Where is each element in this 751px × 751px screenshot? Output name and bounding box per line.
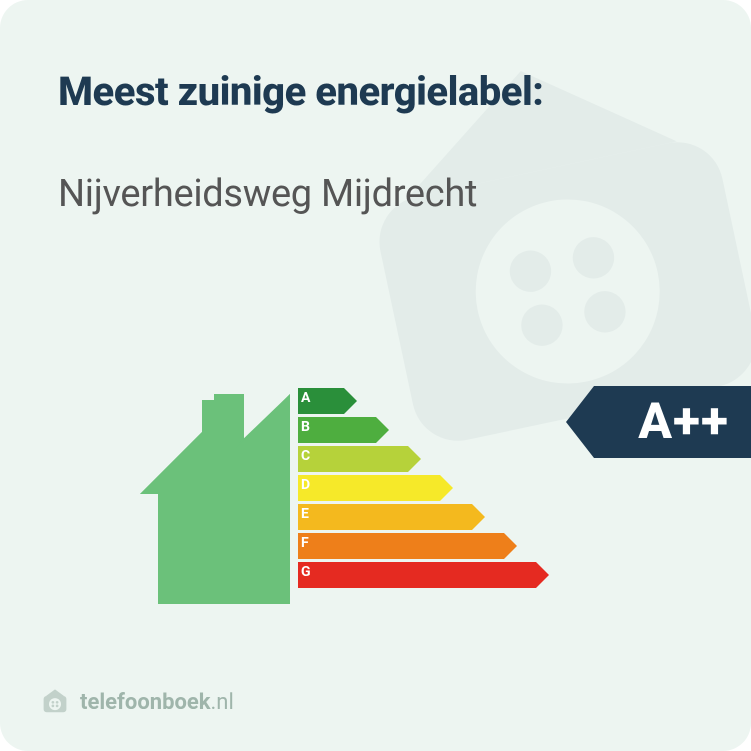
bar-letter: E — [301, 506, 309, 522]
bar-shape — [298, 475, 440, 501]
energy-bar-d: D — [298, 475, 536, 504]
footer-brand-name: telefoonboek — [80, 690, 211, 715]
energy-bar-a: A — [298, 388, 536, 417]
footer-brand: telefoonboek.nl — [80, 690, 234, 715]
footer-brand-tld: .nl — [211, 690, 234, 715]
energy-bar-b: B — [298, 417, 536, 446]
bar-letter: G — [301, 564, 311, 580]
energy-card: Meest zuinige energielabel: Nijverheidsw… — [0, 0, 751, 751]
bar-letter: D — [301, 477, 310, 493]
house-icon — [140, 394, 290, 604]
bar-shape — [298, 562, 536, 588]
card-title: Meest zuinige energielabel: — [58, 68, 543, 115]
bar-shape — [298, 446, 408, 472]
energy-bar-e: E — [298, 504, 536, 533]
energy-bar-f: F — [298, 533, 536, 562]
energy-bars: ABCDEFG — [298, 388, 536, 591]
footer-logo-icon — [40, 687, 70, 717]
bar-letter: B — [301, 419, 310, 435]
footer: telefoonboek.nl — [40, 687, 234, 717]
bar-letter: A — [301, 390, 310, 406]
bar-shape — [298, 504, 472, 530]
energy-label-chart: ABCDEFG — [140, 370, 620, 630]
energy-bar-g: G — [298, 562, 536, 591]
bar-letter: C — [301, 448, 310, 464]
rating-badge: A++ — [594, 386, 751, 458]
card-subtitle: Nijverheidsweg Mijdrecht — [58, 172, 477, 216]
energy-bar-c: C — [298, 446, 536, 475]
bar-shape — [298, 533, 504, 559]
rating-value: A++ — [638, 393, 729, 451]
bar-letter: F — [301, 535, 309, 551]
